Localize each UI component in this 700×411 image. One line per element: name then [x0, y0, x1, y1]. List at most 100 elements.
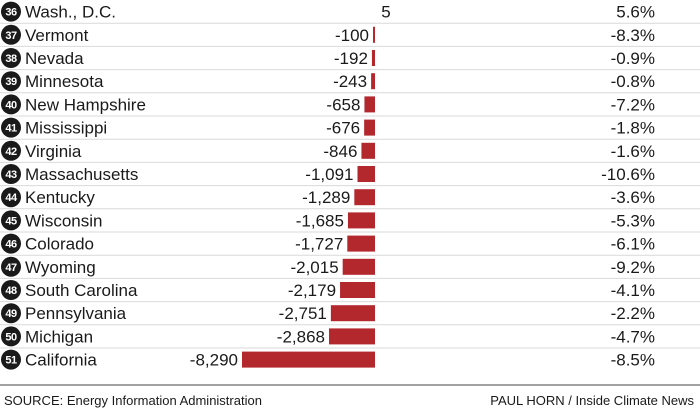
bar [371, 73, 375, 90]
rank-badge [1, 94, 21, 115]
table-row: 49 Pennsylvania -2,751 -2.2% [0, 301, 700, 324]
rank-label: 36 [5, 7, 17, 19]
state-label: Nevada [25, 49, 84, 68]
state-label: South Carolina [25, 281, 138, 300]
rank-badge [1, 326, 21, 347]
state-label: California [25, 351, 97, 370]
rank-badge [1, 164, 21, 184]
state-label: New Hampshire [25, 95, 146, 114]
percent-change-label: -6.1% [611, 235, 655, 254]
bar [373, 26, 375, 43]
state-label: Kentucky [25, 188, 95, 207]
rank-badge [1, 303, 21, 324]
rank-label: 49 [5, 308, 17, 320]
table-row: 45 Wisconsin -1,685 -5.3% [0, 208, 700, 231]
table-row: 47 Wyoming -2,015 -9.2% [0, 254, 700, 277]
percent-change-label: 5.6% [616, 3, 655, 22]
state-label: Virginia [25, 142, 82, 161]
state-label: Massachusetts [25, 165, 138, 184]
value-label: -2,868 [277, 327, 325, 346]
rank-label: 47 [5, 262, 17, 274]
value-label: -1,727 [295, 235, 343, 254]
rank-badge [1, 349, 21, 370]
rank-badge [1, 71, 21, 92]
rank-label: 44 [5, 192, 18, 204]
percent-change-label: -4.7% [611, 327, 655, 346]
rank-label: 45 [5, 215, 17, 227]
percent-change-label: -7.2% [611, 95, 655, 114]
rank-label: 51 [5, 355, 17, 367]
value-label: -2,015 [290, 258, 338, 277]
percent-change-label: -10.6% [601, 165, 655, 184]
rank-label: 50 [5, 331, 17, 343]
table-row: 51 California -8,290 -8.5% [0, 347, 700, 370]
rank-label: 38 [5, 53, 17, 65]
rank-label: 39 [5, 76, 17, 88]
rank-badge [1, 256, 21, 277]
value-label: -192 [334, 49, 368, 68]
value-label: -1,289 [302, 188, 350, 207]
table-row: 46 Colorado -1,727 -6.1% [0, 231, 700, 254]
rank-badge [1, 1, 21, 22]
bar [361, 142, 375, 159]
rank-badge [1, 117, 21, 138]
bar [328, 328, 375, 345]
rank-badge [1, 233, 21, 254]
state-label: Pennsylvania [25, 304, 127, 323]
state-label: Vermont [25, 26, 89, 45]
bar [364, 119, 375, 136]
bar [354, 189, 375, 206]
percent-change-label: -3.6% [611, 188, 655, 207]
value-label: -2,751 [279, 304, 327, 323]
percent-change-label: -2.2% [611, 304, 655, 323]
percent-change-label: -4.1% [611, 281, 655, 300]
bar [371, 50, 375, 66]
bar [340, 282, 375, 298]
value-label: -8,290 [190, 351, 238, 370]
table-row: 44 Kentucky -1,289 -3.6% [0, 185, 700, 208]
bar [357, 166, 375, 182]
percent-change-label: -8.3% [611, 26, 655, 45]
table-row: 41 Mississippi -676 -1.8% [0, 115, 700, 138]
rank-badge [1, 210, 21, 231]
rank-label: 46 [5, 239, 17, 251]
percent-change-label: -0.9% [611, 49, 655, 68]
value-label: -243 [333, 72, 367, 91]
percent-change-label: -1.8% [611, 119, 655, 138]
rank-label: 41 [5, 123, 17, 135]
value-label: -2,179 [288, 281, 336, 300]
table-row: 37 Vermont -100 -8.3% [0, 22, 700, 45]
rank-badge [1, 24, 21, 45]
value-label: -1,091 [305, 165, 353, 184]
bar [242, 351, 375, 368]
table-row: 48 South Carolina -2,179 -4.1% [0, 277, 700, 300]
rank-badge [1, 48, 21, 68]
value-label: -100 [335, 26, 369, 45]
table-row: 36 Wash., D.C. 5 5.6% [1, 1, 655, 22]
credit-note: PAUL HORN / Inside Climate News [490, 393, 694, 408]
rank-label: 43 [5, 169, 17, 181]
rank-label: 48 [5, 285, 17, 297]
state-label: Michigan [25, 327, 93, 346]
table-row: 43 Massachusetts -1,091 -10.6% [0, 161, 700, 184]
bar [347, 212, 375, 229]
bar [364, 96, 375, 113]
value-label: -658 [326, 95, 360, 114]
percent-change-label: -8.5% [611, 351, 655, 370]
percent-change-label: -0.8% [611, 72, 655, 91]
rank-label: 42 [5, 146, 17, 158]
value-label: -846 [323, 142, 357, 161]
value-label: -1,685 [296, 211, 344, 230]
rank-label: 37 [5, 30, 17, 42]
table-row: 39 Minnesota -243 -0.8% [0, 69, 700, 92]
rank-badge [1, 140, 21, 161]
bar [330, 305, 375, 322]
value-label: -676 [326, 119, 360, 138]
table-row: 42 Virginia -846 -1.6% [0, 138, 700, 161]
state-label: Mississippi [25, 119, 107, 138]
state-label: Colorado [25, 235, 94, 254]
rank-badge [1, 187, 21, 208]
source-note: SOURCE: Energy Information Administratio… [4, 393, 262, 408]
bar [342, 258, 375, 275]
rank-badge [1, 280, 21, 300]
